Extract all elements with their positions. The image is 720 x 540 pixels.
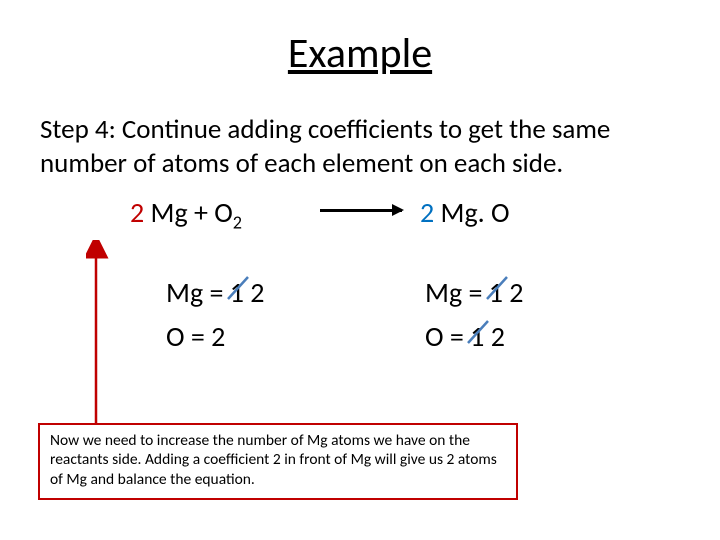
product-o-old-wrap: 1 [470,315,484,360]
equation-row: 2 Mg + O2 2 Mg. O [40,195,680,235]
reactant-mg-new: 2 [244,275,265,310]
reactant-o-line: O = 2 [166,315,264,360]
product-o-label: O = [425,319,470,354]
product-mg-old-wrap: 1 [489,271,503,316]
product-coefficient: 2 [420,195,434,230]
slide-container: Example Step 4: Continue adding coeffici… [0,0,720,540]
reactant-o-val: 2 [211,319,225,354]
product-o-new: 2 [484,319,505,354]
reactant-counts: Mg = 1 2 O = 2 [166,271,264,361]
product-mg-label: Mg = [425,275,489,310]
product-o-old: 1 [470,319,484,354]
step-description: Step 4: Continue adding coefficients to … [40,113,680,181]
reactant-species: Mg + O [144,195,233,230]
reactant-mg-old: 1 [230,275,244,310]
atom-counts-row: Mg = 1 2 O = 2 Mg = 1 2 O = 1 2 [40,271,680,371]
reactant-o-label: O = [166,319,211,354]
product-mg-line: Mg = 1 2 [425,271,523,316]
equation-reactants: 2 Mg + O2 [130,195,242,234]
slide-title: Example [40,28,680,79]
equation-products: 2 Mg. O [420,195,510,230]
product-mg-new: 2 [503,275,524,310]
reactant-mg-line: Mg = 1 2 [166,271,264,316]
product-o-line: O = 1 2 [425,315,523,360]
reactant-mg-label: Mg = [166,275,230,310]
product-species: Mg. O [434,195,509,230]
product-mg-old: 1 [489,275,503,310]
reactant-mg-old-wrap: 1 [230,271,244,316]
note-box: Now we need to increase the number of Mg… [38,423,518,500]
reactant-coefficient: 2 [130,195,144,230]
product-counts: Mg = 1 2 O = 1 2 [425,271,523,361]
reaction-arrow-icon [320,209,402,212]
reactant-subscript: 2 [233,211,242,233]
